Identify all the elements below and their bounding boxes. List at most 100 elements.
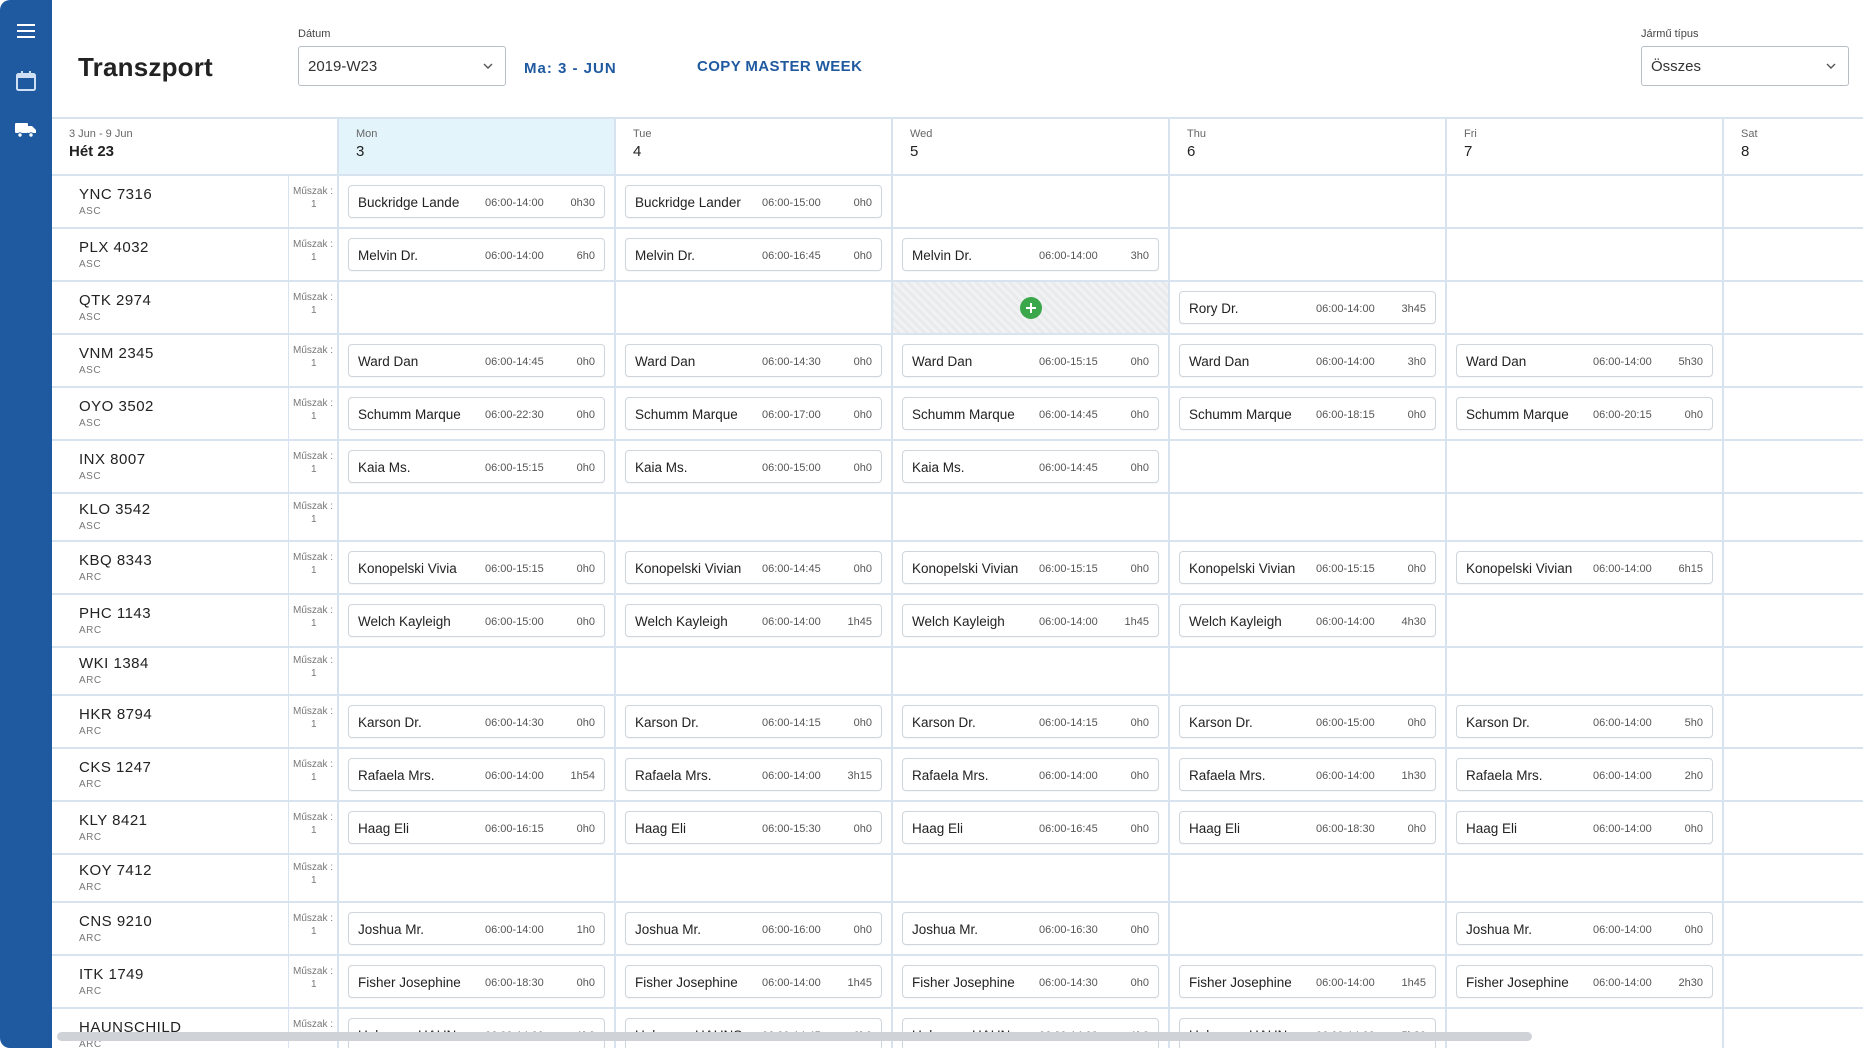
shift-card[interactable]: Rafaela Mrs. 06:00-14:00 0h0	[902, 758, 1159, 791]
day-cell[interactable]	[893, 176, 1170, 227]
shift-card[interactable]: Kaia Ms. 06:00-15:00 0h0	[625, 450, 882, 483]
day-cell[interactable]	[1724, 229, 1863, 280]
day-cell[interactable]: Kaia Ms. 06:00-15:00 0h0	[616, 441, 893, 492]
shift-card[interactable]: Haag Eli 06:00-14:00 0h0	[1456, 811, 1713, 844]
day-cell[interactable]: Konopelski Vivian 06:00-15:15 0h0	[893, 542, 1170, 593]
shift-card[interactable]: Fisher Josephine 06:00-14:00 1h45	[1179, 965, 1436, 998]
day-cell[interactable]: Buckridge Lande 06:00-14:00 0h30	[339, 176, 616, 227]
shift-card[interactable]: Joshua Mr. 06:00-16:00 0h0	[625, 912, 882, 945]
day-cell[interactable]: Karson Dr. 06:00-14:15 0h0	[893, 696, 1170, 747]
day-cell[interactable]	[1724, 441, 1863, 492]
vehicle-cell[interactable]: KBQ 8343 ARC Műszak : 1	[52, 542, 339, 593]
shift-card[interactable]: Konopelski Vivian 06:00-14:00 6h15	[1456, 551, 1713, 584]
shift-card[interactable]: Joshua Mr. 06:00-14:00 0h0	[1456, 912, 1713, 945]
shift-card[interactable]: Fisher Josephine 06:00-14:00 2h30	[1456, 965, 1713, 998]
shift-card[interactable]: Joshua Mr. 06:00-16:30 0h0	[902, 912, 1159, 945]
day-cell[interactable]	[1170, 903, 1447, 954]
day-cell[interactable]: Konopelski Vivian 06:00-15:15 0h0	[1170, 542, 1447, 593]
day-cell[interactable]: Joshua Mr. 06:00-16:30 0h0	[893, 903, 1170, 954]
shift-card[interactable]: Rafaela Mrs. 06:00-14:00 1h30	[1179, 758, 1436, 791]
shift-card[interactable]: Melvin Dr. 06:00-14:00 3h0	[902, 238, 1159, 271]
day-cell[interactable]: Rafaela Mrs. 06:00-14:00 1h30	[1170, 749, 1447, 800]
shift-card[interactable]: Karson Dr. 06:00-14:15 0h0	[625, 705, 882, 738]
shift-card[interactable]: Ward Dan 06:00-14:30 0h0	[625, 344, 882, 377]
menu-icon[interactable]	[13, 18, 39, 44]
week-select[interactable]: 2019-W23	[298, 46, 506, 86]
vehicle-cell[interactable]: KLO 3542 ASC Műszak : 1	[52, 494, 339, 540]
vehicle-cell[interactable]: HAUNSCHILD ARC Műszak :1	[52, 1009, 339, 1048]
day-cell[interactable]: Rafaela Mrs. 06:00-14:00 1h54	[339, 749, 616, 800]
day-cell[interactable]: Welch Kayleigh 06:00-15:00 0h0	[339, 595, 616, 646]
day-cell[interactable]	[1447, 494, 1724, 540]
day-cell[interactable]: Rory Dr. 06:00-14:00 3h45	[1170, 282, 1447, 333]
day-cell[interactable]	[1170, 441, 1447, 492]
day-cell[interactable]	[339, 494, 616, 540]
shift-card[interactable]: Buckridge Lande 06:00-14:00 0h30	[348, 185, 605, 218]
day-cell[interactable]: Rafaela Mrs. 06:00-14:00 3h15	[616, 749, 893, 800]
day-cell[interactable]: Kaia Ms. 06:00-14:45 0h0	[893, 441, 1170, 492]
day-cell[interactable]	[616, 494, 893, 540]
shift-card[interactable]: Konopelski Vivian 06:00-14:45 0h0	[625, 551, 882, 584]
day-cell[interactable]: Schumm Marque 06:00-22:30 0h0	[339, 388, 616, 439]
day-cell[interactable]	[1447, 282, 1724, 333]
day-cell[interactable]: Rafaela Mrs. 06:00-14:00 0h0	[893, 749, 1170, 800]
day-cell[interactable]	[616, 855, 893, 901]
day-cell[interactable]	[339, 855, 616, 901]
day-cell[interactable]: Karson Dr. 06:00-14:15 0h0	[616, 696, 893, 747]
shift-card[interactable]: Ward Dan 06:00-14:00 5h30	[1456, 344, 1713, 377]
day-cell[interactable]	[893, 855, 1170, 901]
horizontal-scrollbar[interactable]	[57, 1032, 1532, 1041]
day-cell[interactable]: Konopelski Vivian 06:00-14:00 6h15	[1447, 542, 1724, 593]
vehicle-type-select[interactable]: Összes	[1641, 46, 1849, 86]
vehicle-cell[interactable]: KLY 8421 ARC Műszak : 1	[52, 802, 339, 853]
day-cell[interactable]: Ward Dan 06:00-15:15 0h0	[893, 335, 1170, 386]
shift-card[interactable]: Rafaela Mrs. 06:00-14:00 3h15	[625, 758, 882, 791]
vehicle-cell[interactable]: YNC 7316 ASC Műszak : 1	[52, 176, 339, 227]
vehicle-cell[interactable]: HKR 8794 ARC Műszak : 1	[52, 696, 339, 747]
shift-card[interactable]: Schumm Marque 06:00-18:15 0h0	[1179, 397, 1436, 430]
day-cell[interactable]: Ward Dan 06:00-14:30 0h0	[616, 335, 893, 386]
copy-master-week-button[interactable]: COPY MASTER WEEK	[697, 58, 863, 75]
day-cell[interactable]: Fisher Josephine 06:00-14:00 1h45	[1170, 956, 1447, 1007]
shift-card[interactable]: Haag Eli 06:00-18:30 0h0	[1179, 811, 1436, 844]
shift-card[interactable]: Schumm Marque 06:00-17:00 0h0	[625, 397, 882, 430]
day-cell[interactable]	[339, 648, 616, 694]
day-cell[interactable]	[1447, 441, 1724, 492]
day-cell[interactable]	[616, 648, 893, 694]
shift-card[interactable]: Konopelski Vivian 06:00-15:15 0h0	[902, 551, 1159, 584]
day-cell[interactable]	[1724, 1009, 1863, 1048]
day-cell[interactable]: Schumm Marque 06:00-18:15 0h0	[1170, 388, 1447, 439]
shift-card[interactable]: Haag Eli 06:00-15:30 0h0	[625, 811, 882, 844]
day-cell[interactable]	[1724, 176, 1863, 227]
shift-card[interactable]: Ward Dan 06:00-15:15 0h0	[902, 344, 1159, 377]
day-cell[interactable]	[1447, 229, 1724, 280]
truck-icon[interactable]	[13, 116, 39, 142]
shift-card[interactable]: Konopelski Vivia 06:00-15:15 0h0	[348, 551, 605, 584]
shift-card[interactable]: Haag Eli 06:00-16:15 0h0	[348, 811, 605, 844]
shift-card[interactable]: Welch Kayleigh 06:00-14:00 1h45	[625, 604, 882, 637]
day-cell[interactable]: Welch Kayleigh 06:00-14:00 4h30	[1170, 595, 1447, 646]
day-cell[interactable]	[893, 494, 1170, 540]
day-cell[interactable]	[1724, 855, 1863, 901]
day-cell[interactable]	[1170, 176, 1447, 227]
day-cell[interactable]: Haag Eli 06:00-15:30 0h0	[616, 802, 893, 853]
vehicle-cell[interactable]: QTK 2974 ASC Műszak : 1	[52, 282, 339, 333]
day-cell[interactable]	[1724, 648, 1863, 694]
shift-card[interactable]: Welch Kayleigh 06:00-14:00 4h30	[1179, 604, 1436, 637]
vehicle-cell[interactable]: CNS 9210 ARC Műszak : 1	[52, 903, 339, 954]
shift-card[interactable]: Schumm Marque 06:00-20:15 0h0	[1456, 397, 1713, 430]
shift-card[interactable]: Rafaela Mrs. 06:00-14:00 1h54	[348, 758, 605, 791]
shift-card[interactable]: Konopelski Vivian 06:00-15:15 0h0	[1179, 551, 1436, 584]
vehicle-cell[interactable]: VNM 2345 ASC Műszak : 1	[52, 335, 339, 386]
shift-card[interactable]: Buckridge Lander 06:00-15:00 0h0	[625, 185, 882, 218]
shift-card[interactable]: Kaia Ms. 06:00-15:15 0h0	[348, 450, 605, 483]
day-cell[interactable]: Haag Eli 06:00-16:15 0h0	[339, 802, 616, 853]
day-cell[interactable]	[1170, 494, 1447, 540]
day-cell[interactable]	[1724, 494, 1863, 540]
shift-card[interactable]: Ward Dan 06:00-14:00 3h0	[1179, 344, 1436, 377]
day-cell[interactable]	[616, 282, 893, 333]
vehicle-cell[interactable]: WKI 1384 ARC Műszak : 1	[52, 648, 339, 694]
